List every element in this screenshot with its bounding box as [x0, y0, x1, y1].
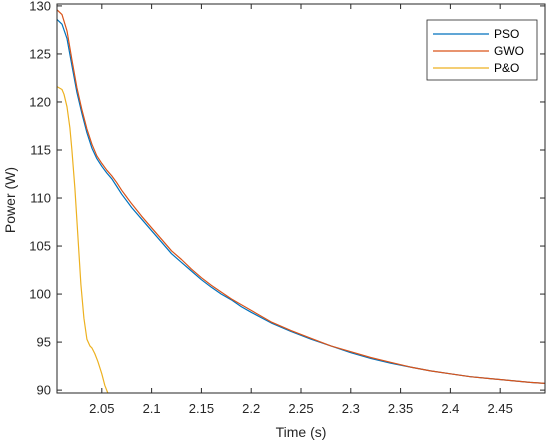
axes-box	[56, 3, 546, 394]
x-tick-label: 2.35	[388, 401, 413, 416]
y-axis: 90 95 100 105 110 115 120 125 130	[29, 0, 545, 398]
x-tick-label: 2.2	[242, 401, 260, 416]
series-line-1	[57, 9, 545, 384]
x-axis-label: Time (s)	[276, 424, 327, 440]
y-tick-label: 100	[29, 287, 51, 302]
legend: PSO GWO P&O	[426, 19, 538, 81]
x-tick-label: 2.1	[143, 401, 161, 416]
y-tick-label: 110	[30, 191, 51, 206]
x-tick-label: 2.05	[89, 401, 114, 416]
y-tick-label: 105	[29, 239, 51, 254]
x-axis: 2.05 2.1 2.15 2.2 2.25 2.3 2.35 2.4 2.45	[89, 4, 513, 416]
y-tick-label: 130	[29, 0, 51, 13]
y-tick-label: 90	[37, 383, 51, 398]
legend-box	[426, 19, 538, 81]
y-tick-label: 120	[29, 94, 51, 109]
series-line-2	[57, 86, 109, 393]
x-tick-label: 2.3	[342, 401, 360, 416]
legend-label: GWO	[494, 44, 524, 58]
series-layer	[57, 9, 545, 393]
x-tick-label: 2.4	[441, 401, 459, 416]
x-tick-label: 2.15	[189, 401, 214, 416]
legend-label: P&O	[494, 61, 519, 75]
y-tick-label: 115	[30, 142, 51, 157]
y-axis-label: Power (W)	[2, 167, 18, 233]
legend-label: PSO	[494, 27, 519, 41]
y-tick-label: 95	[37, 335, 51, 350]
x-tick-label: 2.45	[488, 401, 513, 416]
x-tick-label: 2.25	[288, 401, 313, 416]
y-tick-label: 125	[29, 46, 51, 61]
